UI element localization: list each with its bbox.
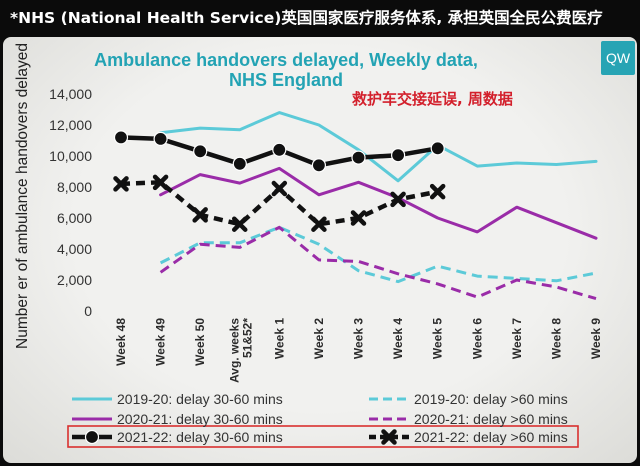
legend-item: 2020-21: delay 30-60 mins [72,411,283,427]
qw-logo: QW [601,41,635,75]
legend-label: 2019-20: delay >60 mins [414,391,568,407]
y-tick-label: 2,000 [57,272,92,288]
chart-subtitle: 救护车交接延误, 周数据 [352,90,513,108]
data-point [272,142,287,157]
series-line [159,225,597,301]
data-point [391,148,406,163]
legend-label: 2021-22: delay 30-60 mins [117,429,283,445]
series-2019-20-delay-30-60-mins [159,111,598,183]
y-tick-label: 0 [84,303,92,319]
data-point [232,216,248,232]
series-2020-21-delay-30-60-mins [159,166,598,240]
legend-label: 2021-22: delay >60 mins [414,429,568,445]
data-point [113,176,129,192]
plot-area [113,111,598,301]
data-point [232,156,247,171]
data-point [271,180,288,197]
x-tick-label: Week 5 [431,318,445,359]
legend-marker [381,429,397,445]
y-tick-label: 6,000 [57,210,92,226]
series-line [159,166,598,240]
x-tick-label: Week 1 [272,318,286,359]
series-2020-21-delay-60-mins [159,225,597,301]
data-point [193,144,208,159]
legend-item: 2021-22: delay >60 mins [369,429,568,445]
data-point [153,131,168,146]
data-point [113,130,129,145]
y-tick-label: 14,000 [49,86,92,102]
chart-title: Ambulance handovers delayed, Weekly data… [94,50,478,90]
data-point [311,216,327,232]
x-tick-label: Week 4 [391,318,405,359]
data-point [311,158,326,173]
series-line [159,225,597,284]
legend-label: 2020-21: delay >60 mins [414,411,568,427]
data-point [192,207,208,223]
data-point [152,174,169,191]
x-tick-label: Week 9 [589,318,603,359]
chart-title-line-1: Ambulance handovers delayed, Weekly data… [94,50,478,70]
data-point [350,210,367,226]
data-point [390,191,406,208]
logo-text: QW [606,50,631,66]
x-tick-label: Week 50 [193,318,207,366]
y-tick-label: 12,000 [49,117,92,133]
chart-title-line-2: NHS England [229,70,343,90]
x-tick-label: Week 7 [510,318,524,359]
logo-badge [601,41,635,75]
legend-label: 2019-20: delay 30-60 mins [117,391,283,407]
legend-item: 2020-21: delay >60 mins [369,411,568,427]
series-2021-22-delay-60-mins [113,174,446,232]
legend-item: 2019-20: delay 30-60 mins [72,391,283,407]
y-tick-label: 4,000 [57,241,92,257]
header-banner: *NHS (National Health Service)英国国家医疗服务体系… [0,0,640,36]
series-line [159,111,598,183]
x-tick-label: Week 49 [154,318,168,366]
legend-item: 2021-22: delay 30-60 mins [72,429,283,445]
series-2021-22-delay-30-60-mins [113,130,445,173]
x-axis: Week 48 Week 49 Week 50 Avg. weeks51&52* Wee… [114,318,603,383]
x-tick-label: Week 6 [470,318,484,359]
legend-highlight-box [67,425,579,448]
series-2019-20-delay-60-mins [159,225,597,284]
data-point [351,150,366,165]
x-tick-label: Week 3 [352,318,366,359]
legend-label: 2020-21: delay 30-60 mins [117,411,283,427]
x-tick-label: Week 48 [114,318,128,366]
data-point [430,141,445,156]
y-tick-label: 8,000 [57,179,92,195]
data-point [429,183,446,200]
legend-marker [84,429,100,445]
x-tick-label: Week 8 [549,318,563,359]
legend: 2019-20: delay 30-60 mins 2020-21: delay … [67,391,579,448]
y-tick-label: 10,000 [49,148,92,164]
x-tick-label: Avg. weeks51&52* [227,318,254,383]
chart-panel [3,37,637,463]
header-text: *NHS (National Health Service)英国国家医疗服务体系… [10,9,603,27]
y-axis-label: Number er of ambulance handovers delayed [14,43,31,349]
legend-item: 2019-20: delay >60 mins [369,391,568,407]
x-tick-label: Week 2 [312,318,326,359]
y-axis: 0 2,000 4,000 6,000 8,000 10,000 12,000 14,000 [49,86,92,319]
